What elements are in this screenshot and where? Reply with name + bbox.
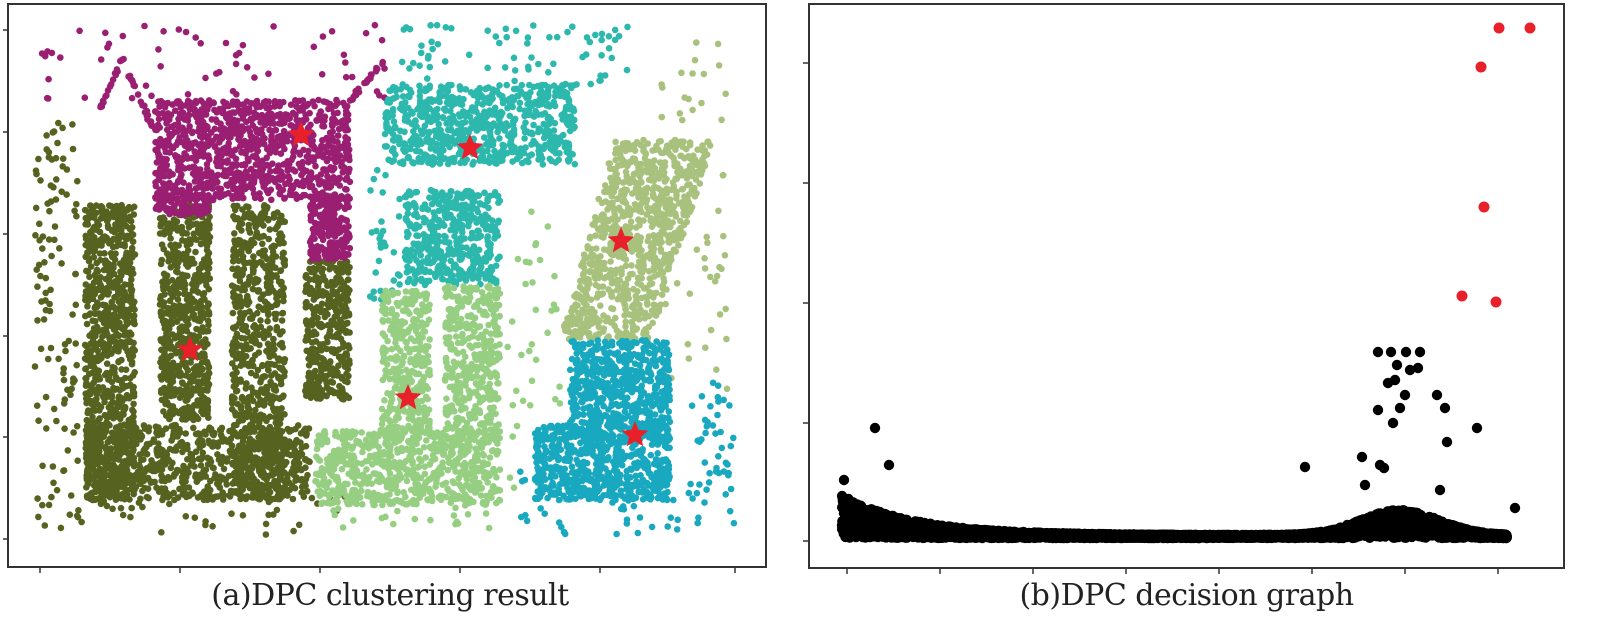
caption-a: (a)DPC clustering result: [211, 578, 569, 613]
panel-a: (a)DPC clustering result: [0, 0, 780, 635]
cluster-center-star-icon: [394, 384, 422, 410]
caption-b: (b)DPC decision graph: [1019, 578, 1354, 613]
decision-graph-axes: [808, 3, 1565, 569]
cluster-center-star-icon: [607, 227, 635, 253]
cluster-center-star-icon: [456, 134, 484, 160]
cluster-center-star-icon: [621, 421, 649, 447]
clustering-scatter: [3, 21, 738, 573]
cluster-center-star-icon: [176, 336, 204, 362]
cluster-center-star-icon: [287, 121, 315, 147]
